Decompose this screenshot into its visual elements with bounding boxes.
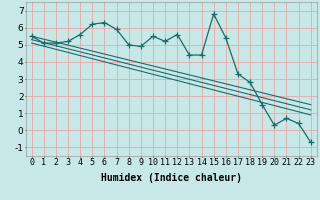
X-axis label: Humidex (Indice chaleur): Humidex (Indice chaleur)	[101, 173, 242, 183]
